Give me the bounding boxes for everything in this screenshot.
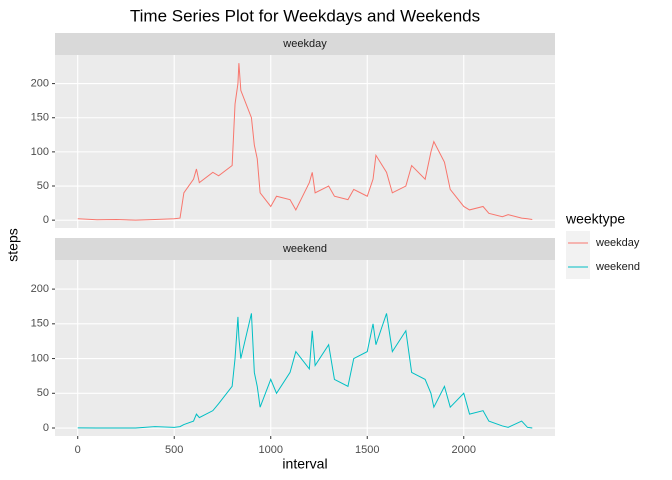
chart-title: Time Series Plot for Weekdays and Weeken…: [130, 6, 480, 25]
y-tick-label: 200: [31, 283, 49, 295]
series-line: [77, 63, 533, 221]
y-tick-label: 150: [31, 112, 49, 124]
y-tick-label: 150: [31, 318, 49, 330]
x-tick-label: 1000: [258, 444, 282, 456]
panel-background: [55, 55, 555, 228]
x-tick-label: 1500: [355, 444, 379, 456]
strip-background: [55, 238, 555, 260]
y-tick-label: 0: [43, 422, 49, 434]
x-axis-title: interval: [282, 456, 327, 472]
legend-label: weekday: [595, 237, 640, 249]
y-tick-label: 200: [31, 78, 49, 90]
y-tick-label: 50: [37, 180, 49, 192]
legend-label: weekend: [595, 261, 640, 273]
x-tick-label: 500: [165, 444, 183, 456]
y-tick-label: 100: [31, 352, 49, 364]
y-tick-label: 0: [43, 214, 49, 226]
strip-label: weekend: [282, 243, 327, 255]
panel-background: [55, 260, 555, 436]
legend-title: weektype: [565, 211, 625, 227]
y-tick-label: 50: [37, 387, 49, 399]
y-tick-label: 100: [31, 146, 49, 158]
strip-background: [55, 33, 555, 55]
series-line: [77, 313, 533, 429]
x-tick-label: 2000: [452, 444, 476, 456]
x-tick-label: 0: [75, 444, 81, 456]
y-axis-title: steps: [5, 228, 21, 261]
strip-label: weekday: [282, 38, 327, 50]
